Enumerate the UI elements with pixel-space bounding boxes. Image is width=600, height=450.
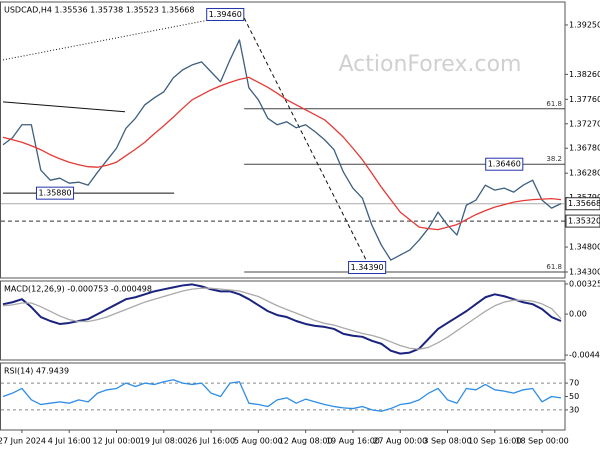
annotation-box: [206, 7, 245, 21]
series-line: [2, 76, 562, 231]
trend-line: [243, 17, 368, 263]
x-tick-label: 3 Sep 08:00: [423, 437, 471, 446]
price-tag-label: 1.35320: [568, 217, 600, 226]
y-tick-label: 30: [569, 405, 579, 414]
price-tag-box: [565, 214, 600, 228]
panel-frame: [0, 1, 566, 279]
y-tick-label: 0.003259: [569, 279, 600, 288]
fib-label: 61.8: [546, 100, 562, 108]
trend-line: [2, 101, 126, 113]
x-tick-label: 5 Aug 00:00: [234, 437, 283, 446]
panel-title: RSI(14) 47.9439: [4, 367, 69, 376]
annotation-label: 1.34390: [351, 263, 384, 272]
panel-frame: [0, 280, 566, 361]
annotation-box: [348, 261, 387, 275]
x-tick-label: 19 Jul 08:00: [140, 437, 188, 446]
x-tick-label: 18 Sep 00:00: [515, 437, 568, 446]
y-tick-label: 1.38260: [569, 70, 600, 79]
x-tick-label: 26 Jul 16:00: [187, 437, 235, 446]
y-tick-label: 0.00: [569, 310, 587, 319]
watermark: ActionForex.com: [339, 52, 522, 77]
y-tick-label: 1.34300: [569, 268, 600, 277]
annotation-label: 1.36460: [488, 160, 521, 169]
x-tick-label: 12 Jul 00:00: [92, 437, 140, 446]
y-tick-label: 50: [569, 392, 579, 401]
fib-label: 61.8: [546, 263, 562, 271]
panel-title: USDCAD,H4 1.35536 1.35738 1.35523 1.3566…: [4, 6, 194, 15]
y-tick-label: 1.36780: [569, 144, 600, 153]
y-tick-label: 1.37760: [569, 95, 600, 104]
x-tick-label: 19 Aug 16:00: [326, 437, 380, 446]
x-tick-label: 4 Jul 16:00: [48, 437, 91, 446]
y-tick-label: 1.37270: [569, 119, 600, 128]
annotation-box: [485, 157, 524, 171]
x-tick-label: 27 Jun 2024: [0, 437, 46, 446]
series-line: [2, 39, 562, 261]
series-line: [2, 287, 562, 350]
y-tick-label: -0.004439: [569, 351, 600, 360]
x-tick-label: 27 Aug 00:00: [373, 437, 427, 446]
y-tick-label: 1.36280: [569, 169, 600, 178]
price-tag-label: 1.35668: [568, 199, 600, 208]
price-tag-box: [565, 197, 600, 211]
trend-line: [2, 14, 235, 61]
annotation-label: 1.39460: [209, 10, 242, 19]
annotation-label: 1.35880: [38, 189, 71, 198]
y-tick-label: 1.39250: [569, 20, 600, 29]
series-line: [2, 379, 562, 412]
y-tick-label: 70: [569, 379, 579, 388]
x-tick-label: 12 Aug 08:00: [279, 437, 333, 446]
series-line: [2, 283, 562, 355]
x-tick-label: 10 Sep 16:00: [468, 437, 521, 446]
annotation-box: [35, 186, 75, 200]
panel-title: MACD(12,26,9) -0.000753 -0.000498: [4, 285, 152, 294]
y-tick-label: 1.34800: [569, 243, 600, 252]
fib-label: 38.2: [546, 155, 562, 163]
